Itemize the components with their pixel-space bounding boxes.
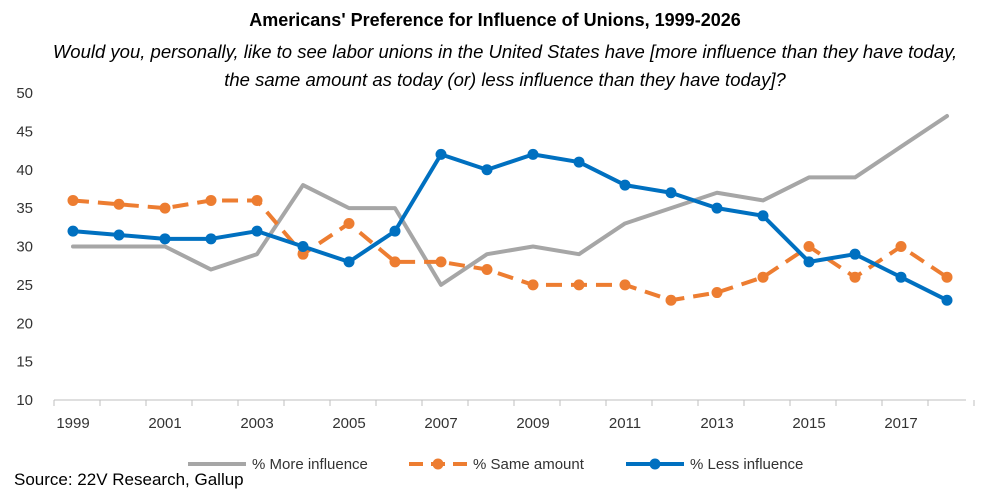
x-tick-label-2011: 2011 — [609, 415, 641, 432]
data-point — [527, 279, 539, 291]
data-point — [205, 233, 217, 245]
x-tick-label-1999: 1999 — [56, 415, 89, 432]
data-point — [67, 194, 79, 206]
data-point — [941, 271, 953, 283]
data-point — [619, 279, 631, 291]
data-point — [343, 217, 355, 229]
data-point — [159, 233, 171, 245]
data-point — [803, 241, 815, 252]
data-point — [757, 271, 769, 283]
data-point — [159, 202, 171, 214]
chart-subtitle: Would you, personally, like to see labor… — [52, 41, 958, 90]
data-point — [573, 156, 585, 168]
data-point — [481, 164, 493, 176]
data-point — [251, 225, 263, 237]
y-axis: 10 15 20 25 30 35 40 45 50 — [16, 85, 33, 409]
x-tick-label-2013: 2013 — [700, 415, 733, 432]
legend: % More influence % Same amount % Less infl… — [188, 456, 803, 473]
data-point — [665, 294, 677, 306]
x-tick-label-2015: 2015 — [792, 415, 825, 432]
chart-title: Americans' Preference for Influence of U… — [249, 10, 741, 30]
series-1 — [67, 194, 953, 306]
data-point — [711, 202, 723, 214]
data-point — [573, 279, 585, 291]
data-point — [113, 198, 125, 210]
data-point — [389, 256, 401, 268]
data-point — [297, 248, 309, 260]
y-tick-label-15: 15 — [16, 354, 33, 371]
legend-marker-1 — [432, 458, 444, 470]
data-point — [67, 225, 79, 237]
data-point — [941, 294, 953, 306]
data-point — [205, 194, 217, 206]
y-tick-label-25: 25 — [16, 277, 33, 294]
x-tick-label-2017: 2017 — [884, 415, 917, 432]
x-axis: 1999 2001 2003 2005 2007 2009 2011 2013 2015 2017 — [53, 399, 975, 432]
data-point — [481, 264, 493, 276]
data-point — [849, 248, 861, 260]
y-tick-label-10: 10 — [16, 392, 33, 409]
y-tick-label-20: 20 — [16, 315, 33, 332]
legend-label-2: % Less influence — [690, 456, 803, 473]
series-line-1 — [72, 198, 949, 303]
data-point — [665, 187, 677, 199]
data-point — [619, 179, 631, 191]
y-tick-label-30: 30 — [16, 239, 33, 256]
data-point — [757, 210, 769, 222]
data-point — [527, 148, 539, 160]
x-tick-label-2003: 2003 — [240, 415, 273, 432]
data-point — [435, 256, 447, 268]
series-layer — [67, 114, 953, 306]
y-tick-label-50: 50 — [16, 85, 33, 102]
y-tick-label-40: 40 — [16, 162, 33, 179]
data-point — [895, 271, 907, 283]
data-point — [297, 241, 309, 252]
x-tick-label-2001: 2001 — [148, 415, 181, 432]
x-tick-label-2007: 2007 — [424, 415, 457, 432]
data-point — [251, 194, 263, 206]
x-tick-label-2009: 2009 — [516, 415, 549, 432]
y-tick-label-45: 45 — [16, 123, 33, 140]
series-2 — [67, 148, 953, 306]
source-note: Source: 22V Research, Gallup — [14, 470, 244, 489]
data-point — [389, 225, 401, 237]
data-point — [895, 241, 907, 252]
data-point — [711, 287, 723, 299]
legend-label-0: % More influence — [252, 456, 368, 473]
y-tick-label-35: 35 — [16, 200, 33, 217]
legend-label-1: % Same amount — [473, 456, 585, 473]
legend-marker-2 — [649, 458, 661, 470]
data-point — [803, 256, 815, 268]
series-line-0 — [71, 114, 949, 287]
data-point — [849, 271, 861, 283]
series-line-2 — [71, 152, 949, 303]
data-point — [343, 256, 355, 268]
data-point — [113, 229, 125, 241]
x-tick-label-2005: 2005 — [332, 415, 365, 432]
series-0 — [71, 114, 949, 287]
data-point — [435, 148, 447, 160]
